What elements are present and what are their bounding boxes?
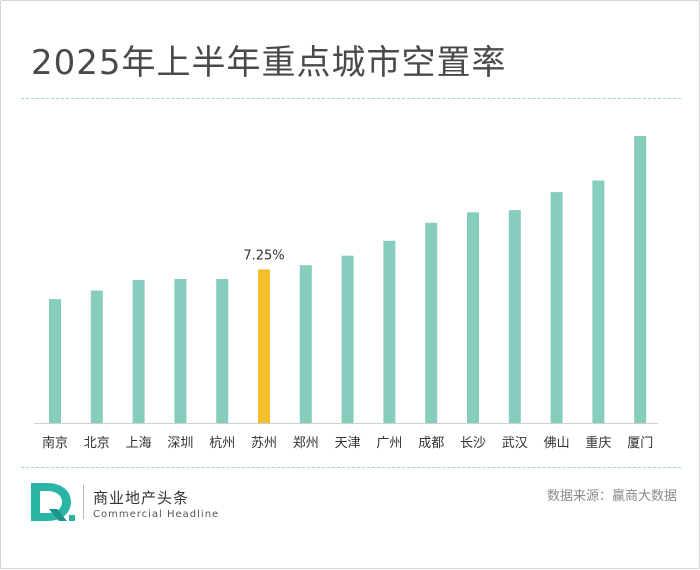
- x-tick-label: 武汉: [502, 436, 528, 451]
- bar-6: [299, 265, 312, 423]
- bar-11: [508, 210, 521, 423]
- bar-7: [341, 255, 354, 423]
- x-tick-label: 厦门: [627, 436, 653, 451]
- commercial-headline-logo-icon: [31, 483, 75, 521]
- x-tick-label: 广州: [376, 436, 402, 451]
- bar-5: [258, 269, 270, 423]
- bar-8: [383, 240, 396, 423]
- chart-title: 2025年上半年重点城市空置率: [31, 43, 507, 83]
- x-tick-label: 长沙: [460, 436, 486, 451]
- footer: 商业地产头条 Commercial Headline 数据来源：赢商大数据: [1, 471, 700, 570]
- bar-9: [425, 222, 438, 423]
- bar-chart: 南京 北京 上海 深圳 杭州 苏州 7.25% 郑州 天津 广州 成都 长沙 武汉 佛山 重庆 厦门: [34, 136, 658, 451]
- data-label-highlight: 7.25%: [243, 248, 284, 263]
- footer-divider: [21, 467, 681, 468]
- brand-name-cn: 商业地产头条: [93, 489, 190, 507]
- data-source: 数据来源：赢商大数据: [546, 489, 677, 504]
- x-tick-label: 天津: [335, 436, 361, 451]
- bar-12: [550, 192, 563, 423]
- bar-0: [49, 299, 61, 423]
- bar-3: [174, 279, 187, 423]
- x-tick-label: 北京: [84, 436, 110, 451]
- bar-14: [634, 136, 647, 423]
- x-tick-label: 郑州: [293, 436, 319, 451]
- x-tick-label: 重庆: [585, 435, 611, 451]
- brand-name-en: Commercial Headline: [93, 509, 220, 520]
- x-tick-label: 深圳: [167, 436, 193, 451]
- x-tick-label: 成都: [418, 436, 444, 451]
- bar-1: [90, 290, 103, 423]
- x-tick-label: 上海: [126, 436, 152, 451]
- x-tick-label: 苏州: [251, 435, 277, 451]
- bar-13: [592, 180, 605, 423]
- bar-10: [467, 212, 479, 423]
- x-tick-label: 佛山: [544, 436, 570, 451]
- bar-4: [216, 279, 229, 423]
- bar-2: [132, 280, 145, 423]
- logo-divider: [83, 485, 84, 519]
- title-divider: [21, 98, 681, 99]
- x-tick-label: 南京: [42, 435, 68, 451]
- x-tick-label: 杭州: [209, 436, 235, 451]
